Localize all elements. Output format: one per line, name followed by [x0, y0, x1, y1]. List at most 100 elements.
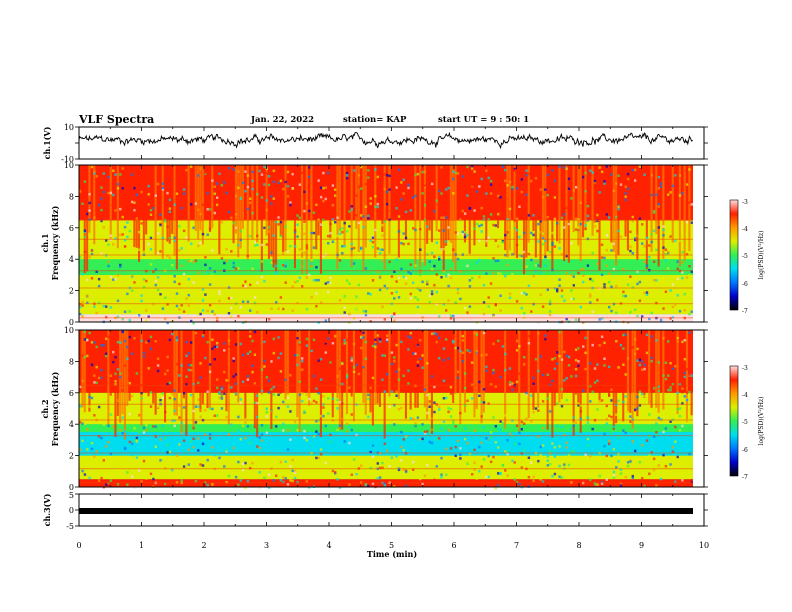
spectrogram-cell [565, 167, 568, 170]
spectrogram-cell [596, 262, 599, 265]
spectrogram-cell [388, 464, 391, 468]
spectrogram-cell [414, 173, 417, 177]
spectrogram-cell [419, 416, 422, 419]
spectrogram-cell [126, 357, 129, 360]
spectrogram-cell [619, 484, 623, 487]
spectrogram-cell [119, 265, 122, 268]
spectrogram-cell [678, 429, 682, 432]
spectrogram-cell [371, 279, 375, 282]
spectrogram-cell [438, 356, 441, 360]
spectrogram-cell [114, 173, 117, 176]
spectrogram-cell [478, 258, 481, 262]
spectrogram-cell [513, 442, 516, 446]
spectrogram-cell [121, 389, 124, 392]
spectrogram-cell [591, 279, 594, 283]
spectrogram-cell [478, 224, 481, 228]
spectrogram-cell [133, 281, 136, 284]
spectrogram-cell [97, 203, 101, 207]
spectrogram-line [79, 384, 704, 386]
spectrogram-cell [324, 461, 327, 465]
spectrogram-cell [617, 205, 620, 209]
spectrogram-cell [678, 414, 682, 418]
spectrogram-cell [508, 356, 512, 359]
spectrogram-cell [442, 347, 446, 350]
spectrogram-cell [204, 433, 207, 436]
spectrogram-cell [445, 447, 448, 451]
spectrogram-cell [220, 387, 224, 391]
spectrogram-cell [168, 207, 172, 210]
spectrogram-cell [619, 174, 623, 178]
spectrogram-cell [600, 335, 604, 338]
spectrogram-cell [664, 377, 668, 381]
spectrogram-cell [230, 296, 233, 300]
spectrogram-cell [135, 440, 139, 443]
spectrogram-burst [166, 165, 169, 242]
spectrogram-cell [220, 221, 224, 224]
spectrogram-cell [582, 274, 585, 277]
spectrogram-cell [105, 483, 108, 486]
spectrogram-cell [577, 229, 580, 232]
spectrogram-cell [194, 421, 198, 424]
spectrogram-cell [463, 404, 467, 407]
spectrogram-cell [622, 429, 625, 432]
spectrogram-cell [426, 225, 429, 228]
spectrogram-cell [131, 352, 134, 355]
spectrogram-cell [497, 259, 500, 262]
spectrogram-cell [367, 292, 370, 295]
spectrogram-burst [685, 330, 688, 423]
spectrogram-cell [232, 357, 235, 360]
spectrogram-burst [534, 165, 537, 258]
spectrogram-cell [145, 319, 148, 322]
spectrogram-cell [187, 352, 190, 355]
spectrogram-cell [182, 439, 186, 442]
time-tick-label: 8 [576, 541, 581, 550]
spectrogram-cell [114, 383, 117, 386]
spectrogram-cell [166, 355, 169, 359]
spectrogram-cell [610, 173, 613, 176]
spectrogram-cell [187, 448, 190, 452]
spectrogram-cell [267, 342, 271, 345]
spectrogram-cell [395, 343, 398, 347]
spectrogram-cell [138, 414, 141, 417]
spectrogram-cell [480, 166, 483, 169]
spectrogram-cell [652, 435, 656, 438]
spectrogram-cell [551, 169, 554, 172]
spectrogram-cell [145, 477, 148, 480]
spectrogram-cell [338, 299, 342, 302]
spectrogram-burst [173, 165, 176, 256]
spectrogram-cell [263, 165, 266, 169]
spectrogram-cell [657, 226, 660, 229]
spectrogram-cell [239, 342, 242, 346]
spectrogram-cell [305, 244, 309, 247]
spectrogram-burst [449, 165, 452, 243]
spectrogram-burst [662, 330, 665, 410]
spectrogram-cell [539, 355, 542, 358]
spectrogram-cell [303, 220, 306, 223]
spectrogram-cell [619, 343, 623, 347]
spectrogram-cell [225, 191, 228, 195]
spectrogram-cell [615, 182, 618, 185]
spectrogram-cell [275, 432, 278, 436]
spectrogram-cell [520, 292, 523, 295]
spectrogram-burst [154, 330, 157, 415]
spectrogram-cell [400, 267, 403, 271]
spectrogram-cell [556, 402, 559, 405]
spectrogram-cell [501, 165, 505, 168]
spectrogram-cell [638, 217, 642, 220]
spectrogram-cell [492, 368, 495, 372]
spectrogram-cell [520, 178, 523, 181]
spectrogram-cell [293, 280, 297, 284]
spectrogram-cell [681, 261, 684, 264]
spectrogram-cell [133, 308, 136, 311]
spectrogram-cell [381, 259, 384, 262]
spectrogram-cell [501, 464, 505, 467]
spectrogram-cell [659, 418, 663, 421]
spectrogram-cell [133, 337, 136, 340]
spectrogram-cell [622, 363, 625, 366]
spectrogram-cell [508, 367, 512, 370]
spectrogram-cell [239, 479, 242, 482]
spectrogram-burst [551, 165, 554, 271]
spectrogram-cell [534, 340, 538, 344]
spectrogram-cell [322, 254, 325, 258]
time-axis-labels: 0 1 2 3 4 5 6 7 8 9 10 [76, 541, 709, 550]
